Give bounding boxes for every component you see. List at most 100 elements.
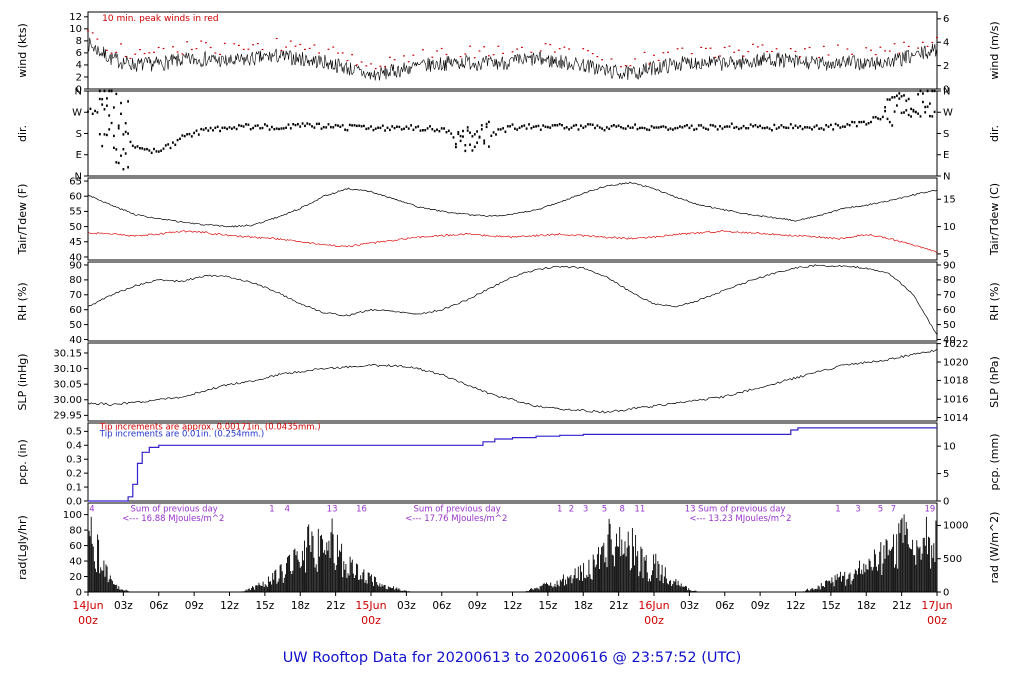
ytick-left-wind: 8 xyxy=(76,36,82,47)
xtick-label: 00z xyxy=(78,614,98,627)
xtick-label: 03z xyxy=(680,600,699,612)
ytick-right-slp: 1018 xyxy=(943,376,968,387)
xtick-label: 09z xyxy=(185,600,204,612)
ylabel-left-pcp: pcp. (in) xyxy=(16,439,29,485)
ytick-right-dir: N xyxy=(943,86,950,97)
annotation-rad: 7 xyxy=(891,505,896,515)
ytick-right-rad: 500 xyxy=(943,554,962,565)
xtick-label: 21z xyxy=(892,600,911,612)
annotation-rad: 3 xyxy=(855,505,860,515)
ytick-left-temp: 60 xyxy=(69,192,82,203)
series-tdew xyxy=(87,230,938,254)
ytick-left-rad: 80 xyxy=(69,525,82,536)
ytick-left-slp: 30.15 xyxy=(53,348,82,359)
ytick-left-pcp: 0.2 xyxy=(66,468,82,479)
annotation-rad: 11 xyxy=(634,505,645,515)
ytick-left-slp: 29.95 xyxy=(53,411,82,422)
xtick-label: 15Jun xyxy=(355,599,386,612)
ytick-right-dir: W xyxy=(943,108,953,119)
ylabel-right-temp: Tair/Tdew (C) xyxy=(988,183,1001,256)
ytick-right-wind: 6 xyxy=(943,14,949,25)
ylabel-right-pcp: pcp. (mm) xyxy=(988,433,1001,490)
ytick-right-rad: 0 xyxy=(943,587,949,598)
ytick-left-rh: 90 xyxy=(69,260,82,271)
ytick-left-pcp: 0.5 xyxy=(66,427,82,438)
ytick-right-slp: 1020 xyxy=(943,357,968,368)
xtick-label: 18z xyxy=(574,600,593,612)
xtick-label: 15z xyxy=(538,600,557,612)
ytick-right-rh: 40 xyxy=(943,335,956,346)
series-cumulative-precip xyxy=(88,427,937,502)
ytick-right-rh: 80 xyxy=(943,275,956,286)
ytick-left-rh: 70 xyxy=(69,290,82,301)
ytick-left-temp: 40 xyxy=(69,252,82,263)
xtick-label: 00z xyxy=(361,614,381,627)
ytick-right-pcp: 5 xyxy=(943,469,949,480)
xtick-label: 15z xyxy=(821,600,840,612)
ytick-right-wind: 0 xyxy=(943,84,949,95)
ylabel-left-slp: SLP (inHg) xyxy=(16,353,29,410)
ytick-right-dir: S xyxy=(943,129,949,140)
xtick-label: 16Jun xyxy=(638,599,669,612)
annotation-rad: 1 xyxy=(835,505,840,515)
ylabel-left-rad: rad(Lgly/hr) xyxy=(16,515,29,580)
ytick-right-wind: 2 xyxy=(943,61,949,72)
panel-slp: 29.95 30.00 30.05 30.10 30.15 1014 1016 1018 102… xyxy=(16,339,1001,424)
annotation-rad: 4 xyxy=(89,505,94,515)
annotation-rad: 1 xyxy=(557,505,562,515)
ytick-left-rh: 40 xyxy=(69,335,82,346)
ylabel-right-wind: wind (m/s) xyxy=(988,21,1001,79)
annotation-pcp: Tip increments are approx. 0.00171in. (0… xyxy=(99,422,321,432)
annotation-rad: 2 xyxy=(569,505,574,515)
ytick-right-slp: 1022 xyxy=(943,339,968,350)
chart-title: UW Rooftop Data for 20200613 to 20200616… xyxy=(282,650,742,666)
panel-pcp: 0.0 0.1 0.2 0.3 0.4 0.5 0 5 10 pcp. (in) pcp. (mm)… xyxy=(16,422,1001,507)
xtick-label: 00z xyxy=(644,614,664,627)
ytick-right-pcp: 0 xyxy=(943,496,949,507)
ylabel-right-slp: SLP (hPa) xyxy=(988,356,1001,408)
ytick-left-rad: 40 xyxy=(69,556,82,567)
ytick-right-dir: N xyxy=(943,171,950,182)
xtick-label: 21z xyxy=(609,600,628,612)
ytick-left-wind: 4 xyxy=(76,60,82,71)
annotation-rad: 16 xyxy=(356,505,367,515)
ytick-left-pcp: 0.4 xyxy=(66,441,82,452)
annotation-rad: 1 xyxy=(269,505,274,515)
annotation-rad: 4 xyxy=(285,505,290,515)
annotation-rad: 13 xyxy=(327,505,338,515)
ytick-left-temp: 55 xyxy=(69,207,82,218)
xtick-label: 09z xyxy=(751,600,770,612)
series-relative-humidity xyxy=(87,264,938,335)
ytick-left-rh: 60 xyxy=(69,305,82,316)
ytick-left-rh: 50 xyxy=(69,320,82,331)
annotation-rad: 19 xyxy=(925,505,936,515)
xtick-label: 06z xyxy=(715,600,734,612)
xtick-label: 06z xyxy=(149,600,168,612)
ytick-left-pcp: 0.3 xyxy=(66,455,82,466)
xtick-label: 06z xyxy=(432,600,451,612)
xtick-label: 12z xyxy=(503,600,522,612)
xtick-label: 18z xyxy=(857,600,876,612)
xtick-label: 12z xyxy=(220,600,239,612)
ytick-left-dir: E xyxy=(76,150,82,161)
series-tair xyxy=(87,181,938,228)
xtick-label: 21z xyxy=(326,600,345,612)
xtick-label: 03z xyxy=(397,600,416,612)
ytick-right-slp: 1016 xyxy=(943,394,968,405)
xtick-label: 15z xyxy=(255,600,274,612)
xtick-label: 18z xyxy=(291,600,310,612)
annotation-rad: Sum of previous day xyxy=(413,505,500,515)
ytick-left-dir: S xyxy=(76,129,82,140)
annotation-rad: 5 xyxy=(602,505,607,515)
ytick-right-rad: 1000 xyxy=(943,521,968,532)
annotation-rad: 8 xyxy=(619,505,624,515)
series-sea-level-pressure xyxy=(87,348,938,414)
panel-rh: 40 50 60 70 80 90 40 50 60 70 80 90 RH (%) RH (%) xyxy=(16,260,1001,346)
x-axis: 14Jun 00z 03z 06z 09z 12z 15z 18z 21z 15Jun 00z 03z… xyxy=(72,592,953,627)
ytick-left-rad: 60 xyxy=(69,541,82,552)
ytick-left-wind: 10 xyxy=(69,24,82,35)
ytick-right-wind: 4 xyxy=(943,38,949,49)
